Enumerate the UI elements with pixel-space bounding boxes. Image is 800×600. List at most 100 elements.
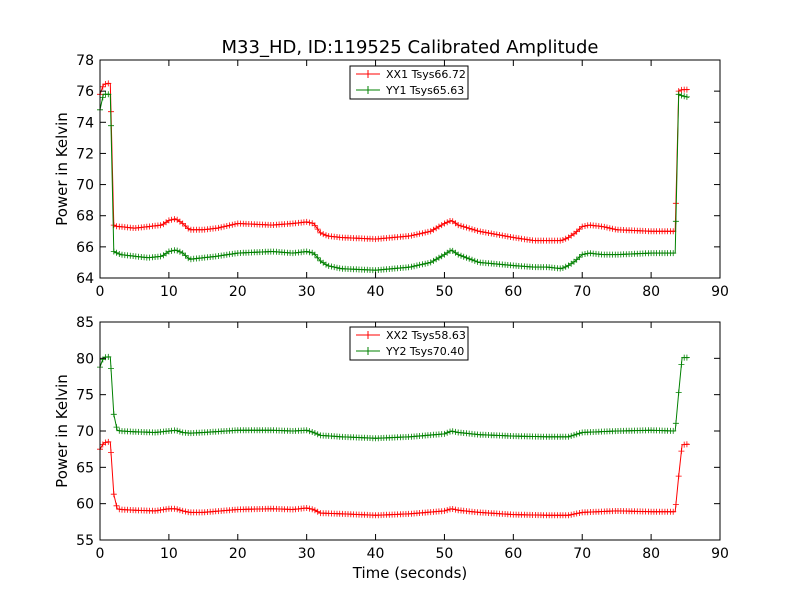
data-point-marker [435,254,442,261]
data-point-marker [460,253,467,260]
data-point-marker [102,81,109,87]
data-point-marker [513,234,520,241]
x-axis-label: Time (seconds) [352,564,468,582]
data-point-marker [204,226,211,233]
data-point-marker [449,428,456,435]
data-point-marker [232,221,238,228]
data-point-marker [328,263,335,270]
data-point-marker [105,80,112,87]
legend-box [349,326,469,361]
data-point-marker [105,91,112,98]
data-point-marker [113,249,120,256]
legend-marker [364,347,372,355]
data-point-marker [601,223,608,230]
data-point-marker [303,427,310,434]
data-point-marker [212,225,219,232]
data-point-marker [507,234,514,240]
data-point-marker [515,235,522,242]
data-point-marker [226,222,233,229]
data-point-marker [422,260,429,267]
bottom-panel: 0 10 20 30 40 50 60 70 80 90 55 60 65 70 75 80 85 Power i… [53,315,729,582]
legend-marker [364,331,372,339]
x-tick-label: 0 [96,284,105,300]
data-point-marker [477,228,484,235]
x-tick-label: 0 [96,546,105,562]
data-point-marker [311,507,318,514]
data-point-marker [441,220,448,227]
data-point-marker [174,506,181,513]
data-point-marker [102,439,109,446]
data-point-marker [320,231,327,238]
data-point-marker [168,216,175,223]
data-point-marker [171,505,178,512]
data-point-marker [672,218,679,225]
data-point-marker [171,216,178,223]
data-point-marker [562,235,569,242]
data-point-marker [408,232,415,239]
data-point-marker [182,252,189,259]
x-tick-label: 40 [367,546,385,562]
data-point-marker [416,230,423,237]
data-point-marker [565,433,572,440]
x-tick-label: 80 [642,284,660,300]
data-point-marker [441,507,448,514]
data-point-marker [576,254,583,261]
data-point-marker [504,233,511,240]
data-point-marker [576,510,583,516]
legend: XX2 Tsys58.63 YY2 Tsys70.40 [349,326,469,361]
data-point-marker [444,507,451,514]
data-point-marker [108,365,114,372]
data-point-marker [683,86,690,93]
data-point-marker [174,427,181,434]
series-xx2 [97,438,690,519]
data-point-marker [314,254,321,261]
data-point-marker [303,218,310,225]
y-tick-label: 68 [76,209,94,225]
data-point-marker [218,224,225,231]
data-point-marker [411,263,418,270]
data-point-marker [306,219,313,226]
data-point-marker [99,94,106,101]
data-point-marker [336,265,343,272]
data-point-marker [311,251,318,258]
y-tick-label: 70 [76,178,94,194]
data-point-marker [675,91,682,98]
data-point-marker [221,252,227,259]
data-point-marker [303,505,310,511]
data-point-marker [573,431,580,438]
x-tick-label: 50 [436,546,454,562]
data-point-marker [670,508,677,515]
data-point-marker [678,92,685,99]
data-point-marker [317,229,324,236]
data-point-marker [441,430,448,437]
data-point-marker [110,248,117,255]
data-point-marker [215,224,222,231]
data-point-marker [430,226,437,233]
data-point-marker [471,257,478,264]
data-point-marker [309,506,316,513]
data-point-marker [108,449,114,456]
x-tick-label: 30 [298,284,316,300]
data-point-marker [176,248,183,255]
data-point-marker [419,261,426,268]
data-point-marker [573,256,580,263]
data-point-marker [179,220,186,227]
data-point-marker [422,229,429,236]
data-point-marker [573,510,580,517]
data-point-marker [463,254,470,261]
data-point-marker [157,507,164,514]
data-point-marker [116,251,123,257]
data-point-marker [571,432,577,439]
y-tick-label: 65 [76,460,94,476]
data-point-marker [185,225,192,232]
data-point-marker [179,250,186,257]
data-point-marker [110,491,117,498]
data-point-marker [306,249,313,256]
data-point-marker [424,228,431,235]
legend-entry: YY2 Tsys70.40 [385,345,464,358]
data-point-marker [452,506,459,513]
x-tick-label: 10 [160,284,178,300]
data-point-marker [573,228,580,235]
data-point-marker [163,506,170,513]
data-point-marker [458,222,464,229]
